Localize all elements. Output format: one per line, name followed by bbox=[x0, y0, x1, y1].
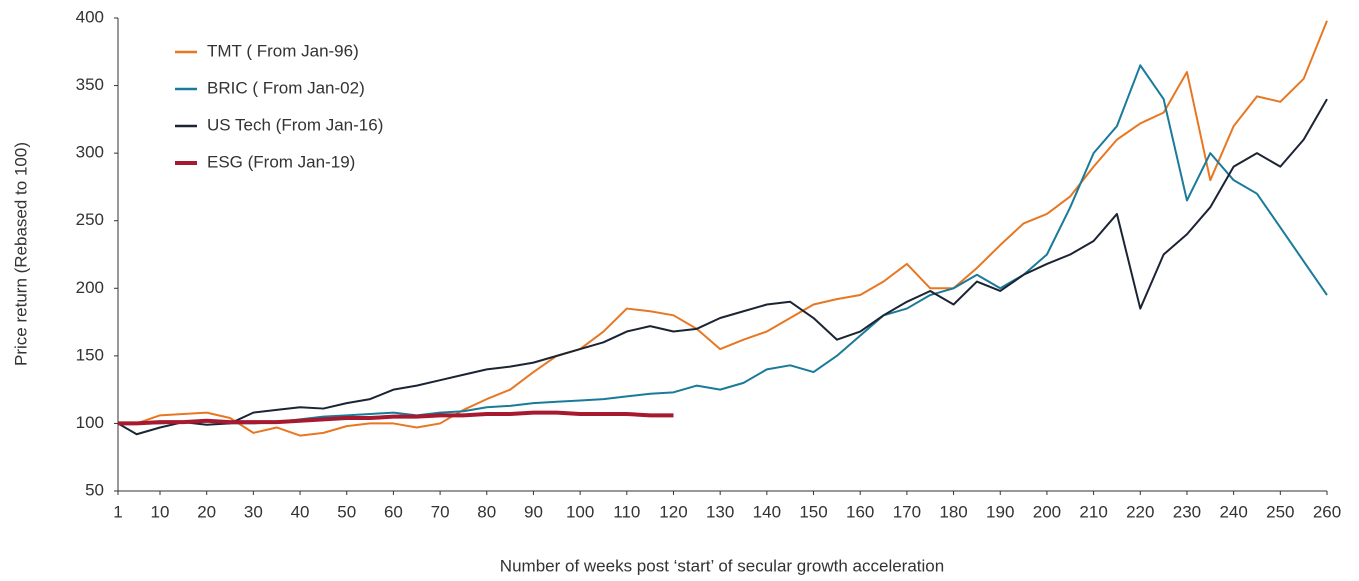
x-tick-label: 200 bbox=[1033, 502, 1061, 521]
x-tick-label: 110 bbox=[613, 502, 640, 521]
x-tick-label: 170 bbox=[893, 502, 921, 521]
series-line bbox=[118, 20, 1328, 437]
y-tick-label: 50 bbox=[85, 480, 104, 499]
series-line bbox=[118, 410, 674, 426]
y-tick-label: 300 bbox=[76, 143, 104, 162]
legend-label: US Tech (From Jan-16) bbox=[207, 115, 383, 134]
y-axis-label: Price return (Rebased to 100) bbox=[11, 142, 30, 366]
y-tick-label: 400 bbox=[76, 7, 104, 26]
x-tick-label: 140 bbox=[753, 502, 781, 521]
x-tick-label: 220 bbox=[1126, 502, 1154, 521]
x-tick-label: 150 bbox=[799, 502, 827, 521]
x-tick-label: 30 bbox=[244, 502, 263, 521]
x-tick-label: 260 bbox=[1313, 502, 1341, 521]
x-tick-label: 240 bbox=[1219, 502, 1247, 521]
y-tick-label: 100 bbox=[76, 413, 104, 432]
x-tick-label: 210 bbox=[1079, 502, 1107, 521]
y-tick-label: 200 bbox=[76, 278, 104, 297]
x-tick-label: 90 bbox=[524, 502, 543, 521]
x-tick-label: 60 bbox=[384, 502, 403, 521]
y-tick-label: 150 bbox=[76, 345, 104, 364]
x-tick-label: 40 bbox=[291, 502, 310, 521]
x-tick-label: 180 bbox=[939, 502, 967, 521]
legend-label: ESG (From Jan-19) bbox=[207, 152, 355, 171]
legend-label: TMT ( From Jan-96) bbox=[207, 41, 359, 60]
x-tick-label: 130 bbox=[706, 502, 734, 521]
legend-label: BRIC ( From Jan-02) bbox=[207, 78, 365, 97]
x-axis-label: Number of weeks post ‘start’ of secular … bbox=[500, 556, 944, 575]
x-tick-label: 70 bbox=[431, 502, 450, 521]
x-tick-label: 160 bbox=[846, 502, 874, 521]
y-tick-label: 350 bbox=[76, 75, 104, 94]
x-tick-label: 190 bbox=[986, 502, 1014, 521]
series-line bbox=[118, 64, 1328, 425]
x-tick-label: 100 bbox=[566, 502, 594, 521]
x-tick-label: 250 bbox=[1266, 502, 1294, 521]
x-tick-label: 20 bbox=[197, 502, 216, 521]
x-tick-label: 1 bbox=[113, 502, 122, 521]
x-tick-label: 50 bbox=[337, 502, 356, 521]
x-tick-label: 230 bbox=[1173, 502, 1201, 521]
x-tick-label: 10 bbox=[151, 502, 170, 521]
series-line bbox=[117, 98, 1328, 436]
x-tick-label: 80 bbox=[477, 502, 496, 521]
x-tick-label: 120 bbox=[659, 502, 687, 521]
y-tick-label: 250 bbox=[76, 210, 104, 229]
